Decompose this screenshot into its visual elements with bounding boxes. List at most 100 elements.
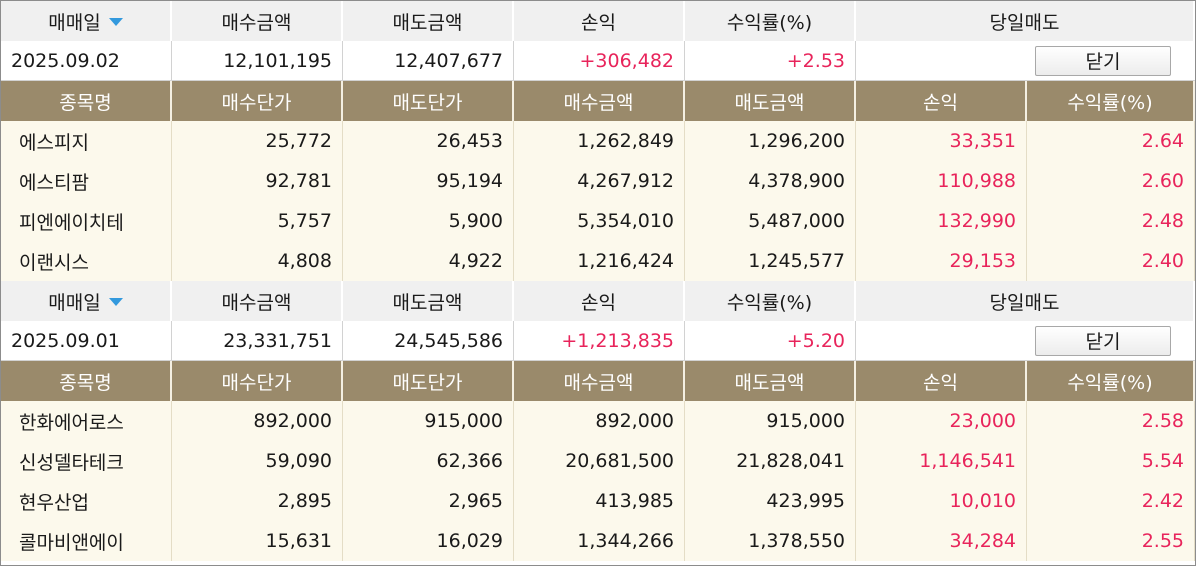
- buy-price: 5,757: [172, 201, 343, 241]
- buy-price-header: 매수단가: [172, 81, 343, 121]
- return-rate: 2.40: [1027, 241, 1195, 281]
- buy-price: 59,090: [172, 441, 343, 481]
- stock-name-header: 종목명: [1, 361, 172, 401]
- buy-price: 92,781: [172, 161, 343, 201]
- return-rate-header: 수익률(%): [1027, 361, 1195, 401]
- buy-price: 25,772: [172, 121, 343, 161]
- sell-price: 4,922: [343, 241, 514, 281]
- buy-amount-header: 매수금액: [172, 1, 343, 41]
- stock-name: 한화에어로스: [1, 401, 172, 441]
- sort-down-icon[interactable]: [108, 18, 123, 26]
- stock-name: 신성델타테크: [1, 441, 172, 481]
- table-row[interactable]: 한화에어로스 892,000 915,000 892,000 915,000 2…: [1, 401, 1195, 441]
- sell-amount: 21,828,041: [685, 441, 856, 481]
- pnl: 132,990: [856, 201, 1027, 241]
- buy-amount: 4,267,912: [514, 161, 685, 201]
- return-rate: 2.64: [1027, 121, 1195, 161]
- return-rate-header: 수익률(%): [1027, 81, 1195, 121]
- same-day-sell-cell: 닫기: [856, 41, 1195, 80]
- same-day-sell-header: 당일매도: [856, 1, 1195, 41]
- stock-name-header: 종목명: [1, 81, 172, 121]
- close-button[interactable]: 닫기: [1035, 325, 1171, 356]
- sell-amount: 1,296,200: [685, 121, 856, 161]
- pnl: 10,010: [856, 481, 1027, 521]
- buy-amount-header: 매수금액: [172, 281, 343, 321]
- buy-amount: 1,216,424: [514, 241, 685, 281]
- sell-amount-header: 매도금액: [343, 281, 514, 321]
- return-rate: 2.42: [1027, 481, 1195, 521]
- trade-date-header[interactable]: 매매일: [1, 281, 172, 321]
- close-button[interactable]: 닫기: [1035, 45, 1171, 76]
- sell-price: 62,366: [343, 441, 514, 481]
- table-row[interactable]: 에스티팜 92,781 95,194 4,267,912 4,378,900 1…: [1, 161, 1195, 201]
- pnl: 23,000: [856, 401, 1027, 441]
- sell-price: 915,000: [343, 401, 514, 441]
- sell-price-header: 매도단가: [343, 81, 514, 121]
- pnl-value: +1,213,835: [514, 321, 685, 360]
- sell-amount-value: 12,407,677: [343, 41, 514, 80]
- pnl: 110,988: [856, 161, 1027, 201]
- table-row[interactable]: 피엔에이치테 5,757 5,900 5,354,010 5,487,000 1…: [1, 201, 1195, 241]
- sell-amount-value: 24,545,586: [343, 321, 514, 360]
- trade-date-value: 2025.09.01: [1, 321, 172, 360]
- sell-amount: 1,245,577: [685, 241, 856, 281]
- trade-date-header-label: 매매일: [48, 291, 101, 314]
- pnl: 1,146,541: [856, 441, 1027, 481]
- buy-amount: 413,985: [514, 481, 685, 521]
- sort-down-icon[interactable]: [108, 298, 123, 306]
- sell-price: 26,453: [343, 121, 514, 161]
- sell-amount-header: 매도금액: [343, 1, 514, 41]
- pnl: 29,153: [856, 241, 1027, 281]
- sell-price: 16,029: [343, 521, 514, 561]
- table-row[interactable]: 이랜시스 4,808 4,922 1,216,424 1,245,577 29,…: [1, 241, 1195, 281]
- same-day-sell-cell: 닫기: [856, 321, 1195, 360]
- buy-price-header: 매수단가: [172, 361, 343, 401]
- pnl-header: 손익: [514, 281, 685, 321]
- stock-name: 이랜시스: [1, 241, 172, 281]
- buy-amount-value: 12,101,195: [172, 41, 343, 80]
- pnl: 33,351: [856, 121, 1027, 161]
- detail-header-row: 종목명 매수단가 매도단가 매수금액 매도금액 손익 수익률(%): [1, 361, 1195, 401]
- table-row[interactable]: 에스피지 25,772 26,453 1,262,849 1,296,200 3…: [1, 121, 1195, 161]
- buy-price: 15,631: [172, 521, 343, 561]
- buy-price: 4,808: [172, 241, 343, 281]
- buy-amount-header: 매수금액: [514, 81, 685, 121]
- trade-date-header-label: 매매일: [48, 11, 101, 34]
- return-rate: 2.48: [1027, 201, 1195, 241]
- sell-amount: 915,000: [685, 401, 856, 441]
- return-rate: 2.60: [1027, 161, 1195, 201]
- buy-amount-value: 23,331,751: [172, 321, 343, 360]
- pnl: 34,284: [856, 521, 1027, 561]
- trade-date-header[interactable]: 매매일: [1, 1, 172, 41]
- sell-price: 2,965: [343, 481, 514, 521]
- stock-name: 현우산업: [1, 481, 172, 521]
- buy-amount: 5,354,010: [514, 201, 685, 241]
- table-row[interactable]: 콜마비앤에이 15,631 16,029 1,344,266 1,378,550…: [1, 521, 1195, 561]
- sell-amount-header: 매도금액: [685, 361, 856, 401]
- pnl-header: 손익: [856, 81, 1027, 121]
- sell-amount: 4,378,900: [685, 161, 856, 201]
- buy-amount-header: 매수금액: [514, 361, 685, 401]
- sell-amount: 423,995: [685, 481, 856, 521]
- summary-values-row: 2025.09.02 12,101,195 12,407,677 +306,48…: [1, 41, 1195, 81]
- buy-amount: 20,681,500: [514, 441, 685, 481]
- sell-price-header: 매도단가: [343, 361, 514, 401]
- buy-amount: 1,344,266: [514, 521, 685, 561]
- table-row[interactable]: 현우산업 2,895 2,965 413,985 423,995 10,010 …: [1, 481, 1195, 521]
- return-rate: 2.55: [1027, 521, 1195, 561]
- pnl-header: 손익: [856, 361, 1027, 401]
- buy-amount: 1,262,849: [514, 121, 685, 161]
- return-rate-header: 수익률(%): [685, 1, 856, 41]
- same-day-sell-header: 당일매도: [856, 281, 1195, 321]
- stock-name: 에스티팜: [1, 161, 172, 201]
- sell-amount-header: 매도금액: [685, 81, 856, 121]
- return-rate-value: +5.20: [685, 321, 856, 360]
- table-row[interactable]: 신성델타테크 59,090 62,366 20,681,500 21,828,0…: [1, 441, 1195, 481]
- sell-amount: 5,487,000: [685, 201, 856, 241]
- buy-price: 892,000: [172, 401, 343, 441]
- stock-name: 에스피지: [1, 121, 172, 161]
- summary-values-row: 2025.09.01 23,331,751 24,545,586 +1,213,…: [1, 321, 1195, 361]
- buy-price: 2,895: [172, 481, 343, 521]
- pnl-value: +306,482: [514, 41, 685, 80]
